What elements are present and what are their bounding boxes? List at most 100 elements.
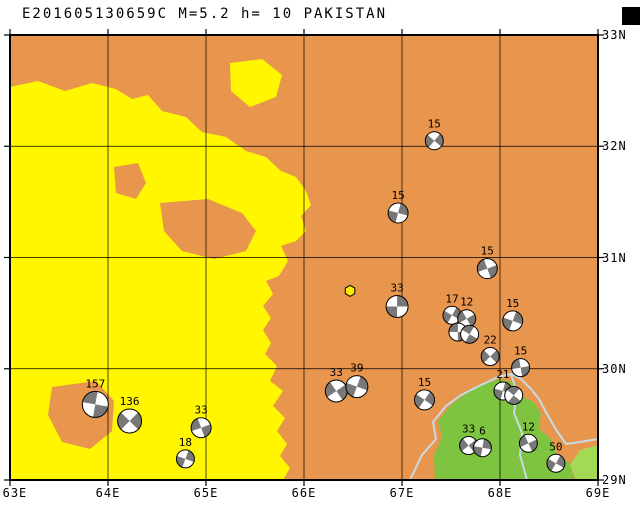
focal-mechanism <box>175 449 195 469</box>
focal-mechanism <box>117 408 143 434</box>
focal-mechanism <box>424 131 444 151</box>
event-depth-label: 33 <box>194 404 207 417</box>
x-tick-label: 66E <box>291 486 317 500</box>
beachball-outline <box>502 310 524 332</box>
beachball-outline <box>175 449 195 469</box>
event-depth-label: 15 <box>428 118 441 131</box>
beachball-quadrants <box>477 259 498 278</box>
y-tick-label: 30N <box>602 361 627 376</box>
focal-mechanism <box>511 358 531 378</box>
x-tick-label: 65E <box>193 486 219 500</box>
focal-mechanism <box>480 347 500 366</box>
event-depth-label: 50 <box>549 440 562 453</box>
event-depth-label: 157 <box>85 377 105 390</box>
focal-mechanism <box>190 417 212 439</box>
event-depth-label: 15 <box>418 376 431 389</box>
beachball-quadrants <box>117 412 142 430</box>
event-depth-label: 15 <box>391 189 404 202</box>
beachball-outline <box>414 389 435 411</box>
event-depth-label: 15 <box>506 297 519 310</box>
plot-title: E201605130659C M=5.2 h= 10 PAKISTAN <box>22 6 388 22</box>
beachball-outline <box>424 131 444 151</box>
event-depth-label: 33 <box>462 423 475 436</box>
focal-mechanism <box>442 305 462 325</box>
focal-mechanism <box>502 310 524 332</box>
event-depth-label: 15 <box>481 245 494 258</box>
focal-mechanism <box>345 375 369 399</box>
beachball-outline <box>511 358 531 378</box>
x-tick-label: 68E <box>487 486 513 500</box>
beachball-quadrants <box>493 382 512 400</box>
beachball-outline <box>81 390 109 418</box>
beachball-quadrants <box>506 386 521 405</box>
event-depth-label: 18 <box>179 436 192 449</box>
beachball-quadrants <box>82 391 109 418</box>
beachball-quadrants <box>388 203 409 223</box>
beachball-quadrants <box>414 391 435 409</box>
focal-mechanism <box>457 309 477 329</box>
terrain-highland-patch <box>160 199 256 259</box>
beachball-outline <box>504 385 524 405</box>
map-frame <box>9 34 599 481</box>
event-depth-label: 12 <box>522 420 535 433</box>
beachball-outline <box>460 324 480 344</box>
beachball-quadrants <box>481 350 500 363</box>
focal-mechanism <box>324 379 348 403</box>
beachball-outline <box>546 453 566 473</box>
y-tick-label: 31N <box>602 250 627 265</box>
focal-mechanism <box>459 436 479 455</box>
event-depth-label: 33 <box>330 366 343 379</box>
event-depth-label: 22 <box>484 334 497 347</box>
beachball-quadrants <box>325 381 348 401</box>
beachball-quadrants <box>546 455 565 472</box>
beachball-quadrants <box>502 311 523 331</box>
terrain-midland <box>10 81 311 480</box>
focal-mechanism <box>472 438 492 458</box>
x-tick-label: 63E <box>2 486 28 500</box>
beachball-quadrants <box>457 310 476 327</box>
station-marker <box>344 284 356 297</box>
beachball-outline <box>472 438 492 458</box>
focal-mechanism <box>387 202 409 224</box>
beachball-quadrants <box>461 325 478 344</box>
beachball-quadrants <box>176 450 195 468</box>
beachball-quadrants <box>443 307 461 324</box>
terrain-midland-island <box>230 59 282 107</box>
beachball-outline <box>476 258 498 280</box>
beachball-quadrants <box>345 376 368 397</box>
corner-marker <box>622 7 640 25</box>
beachball-outline <box>385 295 409 318</box>
beachball-quadrants <box>511 358 530 377</box>
focal-mechanism <box>385 295 409 318</box>
map-area: 15 15 15 33 17 12 15 22 15 21 33 39 15 157 136 33 18 33 6 1… <box>4 29 604 486</box>
beachball-quadrants <box>191 418 212 438</box>
y-tick-label: 29N <box>602 473 627 487</box>
event-depth-label: 6 <box>479 425 486 438</box>
event-depth-label: 17 <box>445 292 458 305</box>
event-depth-label: 12 <box>460 296 473 309</box>
y-tick-label: 33N <box>602 28 627 42</box>
event-depth-label: 15 <box>514 345 527 358</box>
focal-mechanism <box>460 324 480 344</box>
focal-mechanism <box>546 453 566 473</box>
beachball-quadrants <box>519 435 538 452</box>
beachball-quadrants <box>425 133 444 148</box>
focal-mechanism <box>518 433 538 453</box>
beachball-outline <box>117 408 143 434</box>
focal-mechanism <box>81 390 109 418</box>
focal-mechanism <box>476 258 498 280</box>
beachball-outline <box>345 375 369 399</box>
terrain-highland-patch <box>114 163 146 199</box>
beachball-quadrants <box>473 438 492 457</box>
event-depth-label: 33 <box>390 282 403 295</box>
event-depth-label: 21 <box>496 368 509 381</box>
beachball-quadrants <box>386 295 409 318</box>
focal-mechanism <box>414 389 435 411</box>
beachball-outline <box>518 433 538 453</box>
x-tick-label: 69E <box>585 486 611 500</box>
y-tick-label: 32N <box>602 139 627 154</box>
event-depth-label: 136 <box>120 395 140 408</box>
